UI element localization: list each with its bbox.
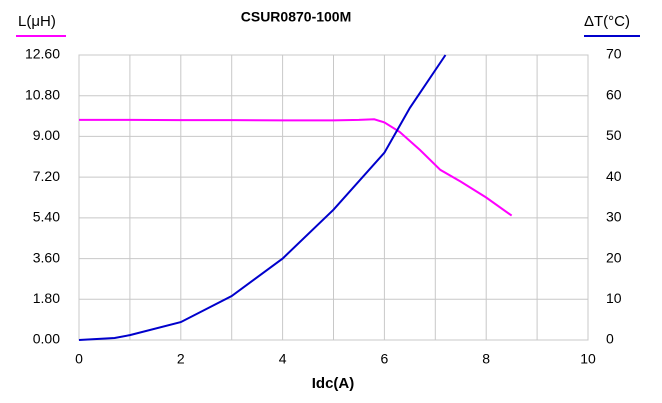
plot-frame bbox=[78, 54, 589, 341]
y-tick-label: 7.20 bbox=[33, 168, 60, 184]
y-tick-label: 9.00 bbox=[33, 127, 60, 143]
line-series bbox=[79, 118, 513, 217]
x-tick-label: 10 bbox=[580, 351, 596, 367]
y-tick-label: 0.00 bbox=[33, 331, 60, 347]
x-tick-label: 6 bbox=[381, 351, 389, 367]
x-tick-label: 4 bbox=[279, 351, 287, 367]
y-tick-label: 3.60 bbox=[33, 249, 60, 265]
y2-tick-label: 30 bbox=[606, 209, 622, 225]
x-axis-label: Idc(A) bbox=[312, 375, 355, 392]
y2-tick-label: 50 bbox=[606, 127, 622, 143]
y2-tick-label: 70 bbox=[606, 46, 622, 62]
x-tick-label: 8 bbox=[482, 351, 490, 367]
y2-tick-label: 10 bbox=[606, 290, 622, 306]
y-axis-label: L(μH) bbox=[18, 13, 56, 30]
y2-tick-label: 20 bbox=[606, 249, 622, 265]
y-tick-label: 10.80 bbox=[25, 86, 60, 102]
chart-title: CSUR0870-100M bbox=[241, 9, 352, 25]
y-tick-label: 1.80 bbox=[33, 290, 60, 306]
line-series bbox=[78, 54, 447, 341]
y2-tick-label: 40 bbox=[606, 168, 622, 184]
y-tick-label: 5.40 bbox=[33, 209, 60, 225]
x-tick-label: 2 bbox=[177, 351, 185, 367]
x-tick-label: 0 bbox=[75, 351, 83, 367]
y-tick-label: 12.60 bbox=[25, 46, 60, 62]
y2-axis-label: ΔT(°C) bbox=[584, 13, 630, 30]
y2-tick-label: 0 bbox=[606, 331, 614, 347]
y2-tick-label: 60 bbox=[606, 86, 622, 102]
